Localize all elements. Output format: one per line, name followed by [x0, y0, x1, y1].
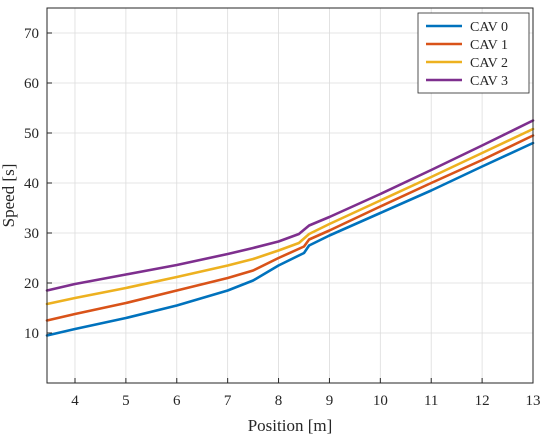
series-line-cav-1 [45, 134, 535, 322]
x-tick-label: 11 [424, 393, 438, 409]
legend-label: CAV 2 [470, 56, 508, 71]
x-tick-label: 4 [71, 393, 79, 409]
plot-area-frame [46, 7, 534, 384]
y-tick-label: 30 [24, 226, 39, 242]
x-tick-label: 9 [326, 393, 334, 409]
y-tick-label: 20 [24, 276, 39, 292]
x-tick-label: 12 [475, 393, 490, 409]
legend: CAV 0 CAV 1 CAV 2 CAV 3 [417, 12, 530, 94]
y-tick-label: 70 [24, 26, 39, 42]
x-axis-title: Position [m] [248, 416, 333, 435]
series-line-cav-0 [45, 141, 535, 337]
x-tick-label: 10 [373, 393, 388, 409]
legend-label: CAV 0 [470, 20, 508, 35]
axis-ticks: 4 5 6 7 8 9 10 11 12 13 10 20 30 40 50 60 70 [24, 26, 541, 409]
series-lines [45, 119, 535, 337]
x-tick-label: 6 [173, 393, 181, 409]
y-tick-label: 60 [24, 76, 39, 92]
grid [47, 8, 534, 383]
y-tick-label: 50 [24, 126, 39, 142]
series-line-cav-2 [45, 127, 535, 306]
legend-label: CAV 3 [470, 74, 508, 89]
legend-label: CAV 1 [470, 38, 508, 53]
x-tick-label: 7 [224, 393, 232, 409]
x-tick-label: 8 [275, 393, 283, 409]
y-tick-label: 10 [24, 326, 39, 342]
series-line-cav-3 [45, 119, 535, 292]
y-tick-label: 40 [24, 176, 39, 192]
x-tick-label: 13 [526, 393, 541, 409]
y-axis-title: Speed [s] [0, 164, 18, 228]
x-tick-label: 5 [122, 393, 130, 409]
